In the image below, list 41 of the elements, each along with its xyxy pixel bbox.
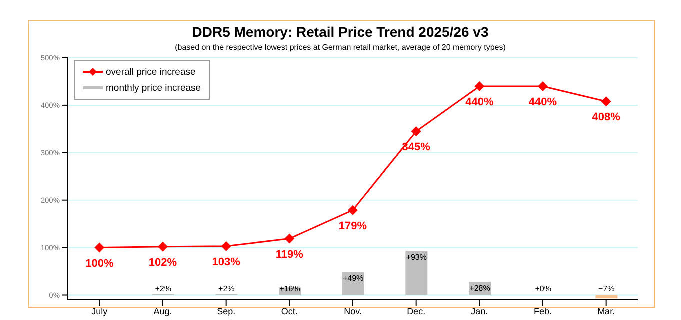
x-tick-label: Oct. [281,306,298,316]
point [348,205,358,216]
point [474,81,485,92]
point [538,81,548,92]
chart-title: DDR5 Memory: Retail Price Trend 2025/26 v3 [191,24,490,40]
point [158,242,168,252]
data-label: 408% [592,112,621,124]
bar [406,251,428,296]
data-label: 440% [466,96,494,108]
x-tick-label: Mar. [598,306,616,316]
chart-subtitle: (based on the respective lowest prices at German retail market, average of 20 memory types) [174,43,507,52]
data-label: 440% [528,96,558,108]
data-label: 345% [402,142,431,154]
data-label: +49% [342,274,364,284]
data-label: 119% [276,248,304,261]
data-label: −7% [598,284,615,294]
legend-label: overall price increase [106,66,196,78]
point [221,241,232,252]
x-tick-label: Sep. [217,306,236,316]
bar [596,295,618,299]
x-tick-label: July [92,306,108,316]
data-label: +16% [280,284,300,294]
x-tick-label: Aug. [154,306,172,316]
data-label: 179% [338,220,368,232]
point [411,126,422,137]
data-label: 100% [86,258,114,270]
x-tick-label: Nov. [344,306,362,316]
data-label: +0% [535,284,552,294]
x-tick-label: Dec. [407,306,426,316]
data-label: +93% [406,253,428,262]
data-label: +2% [218,284,235,294]
x-tick-label: Jan. [471,306,488,316]
data-label: +28% [470,284,490,293]
x-tick-label: Feb. [534,306,552,316]
data-label: +2% [155,284,172,294]
point [601,96,612,107]
legend-label: monthly price increase [106,82,202,94]
point [94,242,105,253]
data-label: 103% [212,256,241,268]
point [284,234,295,244]
data-label: 102% [148,256,178,269]
